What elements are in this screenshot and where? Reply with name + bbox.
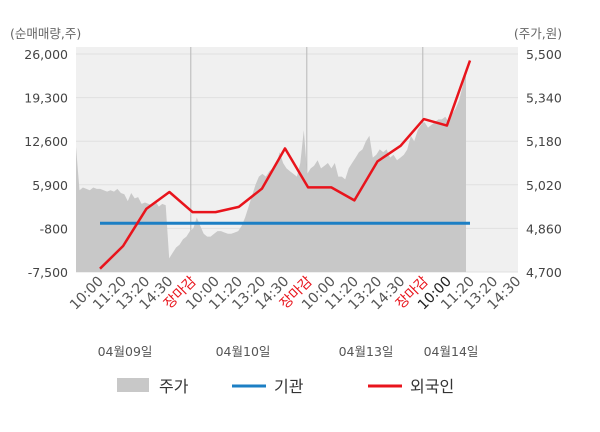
right-y-axis: 5,500 5,340 5,180 5,020 4,860 4,700 bbox=[526, 47, 562, 280]
price-area bbox=[76, 67, 466, 272]
legend-swatch-price bbox=[117, 378, 149, 392]
y-left-tick-label: 12,600 bbox=[24, 134, 68, 149]
y-left-tick-label: -7,500 bbox=[28, 265, 68, 280]
y-right-tick-label: 5,020 bbox=[526, 178, 562, 193]
y-right-tick-label: 4,860 bbox=[526, 221, 562, 236]
y-right-tick-label: 4,700 bbox=[526, 265, 562, 280]
date-label: 04월14일 bbox=[424, 344, 479, 359]
series-line-foreign bbox=[99, 60, 472, 270]
right-axis-unit: (주가,원) bbox=[514, 26, 562, 41]
y-left-tick-label: -800 bbox=[40, 221, 68, 236]
line-series bbox=[99, 60, 472, 270]
y-right-tick-label: 5,180 bbox=[526, 134, 562, 149]
date-labels: 04월09일 04월10일 04월13일 04월14일 bbox=[98, 344, 479, 359]
date-label: 04월10일 bbox=[216, 344, 271, 359]
left-axis-unit: (순매매량,주) bbox=[10, 26, 81, 41]
left-y-axis: 26,000 19,300 12,600 5,900 -800 -7,500 bbox=[24, 47, 68, 280]
date-label: 04월09일 bbox=[98, 344, 153, 359]
legend-label: 기관 bbox=[274, 377, 304, 396]
date-label: 04월13일 bbox=[339, 344, 394, 359]
legend: 주가 기관 외국인 bbox=[117, 377, 454, 396]
y-left-tick-label: 26,000 bbox=[24, 47, 68, 62]
x-axis-ticks: 10:0011:2013:2014:30장마감10:0011:2013:2014… bbox=[67, 273, 524, 313]
y-left-tick-label: 19,300 bbox=[24, 91, 68, 106]
y-right-tick-label: 5,500 bbox=[526, 47, 562, 62]
y-left-tick-label: 5,900 bbox=[32, 178, 68, 193]
legend-label: 외국인 bbox=[410, 377, 454, 396]
price-area-series bbox=[76, 67, 466, 272]
legend-label: 주가 bbox=[159, 377, 189, 396]
y-right-tick-label: 5,340 bbox=[526, 91, 562, 106]
